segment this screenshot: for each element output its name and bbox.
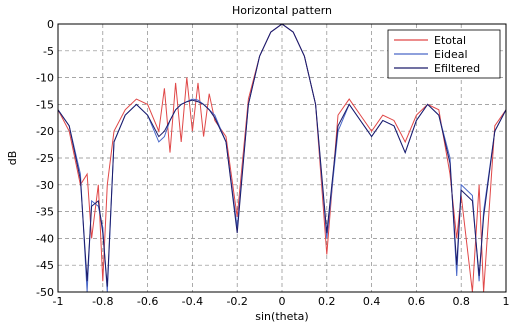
y-tick-label: 0 bbox=[47, 18, 54, 31]
x-tick-label: 1 bbox=[503, 295, 510, 308]
x-tick-label: 0 bbox=[279, 295, 286, 308]
y-tick-label: -50 bbox=[36, 286, 54, 299]
y-tick-label: -5 bbox=[43, 45, 54, 58]
series-line bbox=[57, 23, 507, 287]
x-tick-label: 0.8 bbox=[452, 295, 470, 308]
y-tick-label: -20 bbox=[36, 125, 54, 138]
y-tick-label: -40 bbox=[36, 232, 54, 245]
chart-title: Horizontal pattern bbox=[232, 4, 332, 17]
x-tick-label: -0.8 bbox=[92, 295, 113, 308]
legend-label: Eideal bbox=[434, 48, 468, 61]
x-tick-label: -0.2 bbox=[226, 295, 247, 308]
y-tick-label: -25 bbox=[36, 152, 54, 165]
x-tick-label: 0.6 bbox=[408, 295, 426, 308]
y-tick-label: -10 bbox=[36, 72, 54, 85]
legend-label: Efiltered bbox=[434, 62, 480, 75]
plot-frame bbox=[57, 23, 507, 293]
y-tick-label: -15 bbox=[36, 98, 54, 111]
x-tick-label: -0.4 bbox=[182, 295, 203, 308]
y-tick-label: -45 bbox=[36, 259, 54, 272]
x-tick-label: 0.4 bbox=[363, 295, 381, 308]
x-axis-label: sin(theta) bbox=[255, 310, 308, 323]
x-tick-label: 0.2 bbox=[318, 295, 336, 308]
y-tick-label: -35 bbox=[36, 206, 54, 219]
x-tick-label: -0.6 bbox=[137, 295, 158, 308]
y-axis-label: dB bbox=[6, 151, 19, 166]
y-tick-label: -30 bbox=[36, 179, 54, 192]
x-tick-label: -1 bbox=[53, 295, 64, 308]
series-line bbox=[57, 23, 507, 293]
legend-label: Etotal bbox=[434, 34, 466, 47]
